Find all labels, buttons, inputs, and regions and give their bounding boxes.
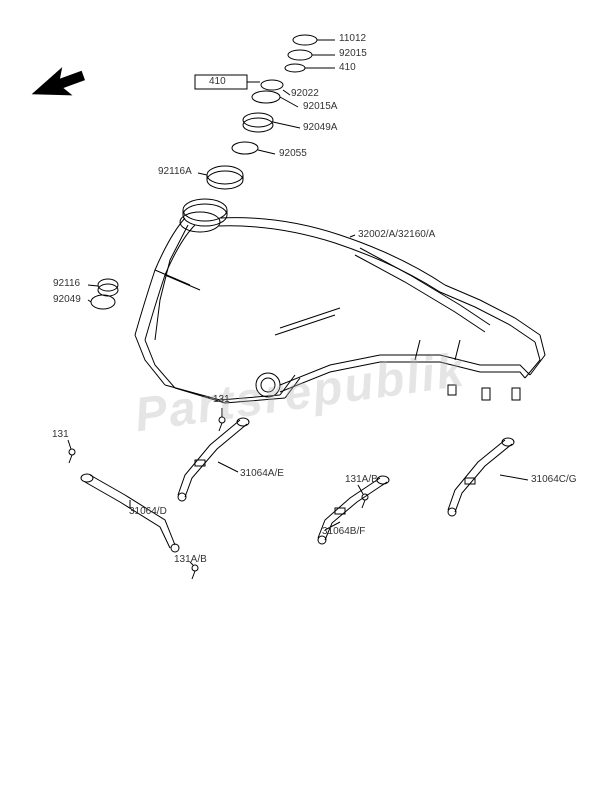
label-11012: 11012: [339, 33, 366, 44]
label-92015A: 92015A: [303, 101, 337, 112]
label-92055: 92055: [279, 148, 307, 159]
label-92049: 92049: [53, 294, 81, 305]
label-410-top: 410: [339, 62, 356, 73]
diagram-container: Partsrepublik 11012 92015 410 410 92022 …: [0, 0, 600, 785]
label-31064CG: 31064C/G: [531, 474, 577, 485]
label-131-left: 131: [52, 429, 69, 440]
label-92049A: 92049A: [303, 122, 337, 133]
label-131AB-mid: 131A/B: [345, 474, 378, 485]
label-92015: 92015: [339, 48, 367, 59]
label-31064AE: 31064A/E: [240, 468, 284, 479]
label-32002: 32002/A/32160/A: [358, 229, 435, 240]
label-410-box: 410: [209, 76, 226, 87]
label-31064BF: 31064B/F: [322, 526, 365, 537]
label-31064D: 31064/D: [129, 506, 167, 517]
frame-schematic: [0, 0, 600, 785]
label-131AB-bottom: 131A/B: [174, 554, 207, 565]
label-92116: 92116: [53, 278, 80, 289]
label-92022: 92022: [291, 88, 319, 99]
label-92116A: 92116A: [158, 166, 192, 177]
label-131-upper: 131: [213, 394, 230, 405]
